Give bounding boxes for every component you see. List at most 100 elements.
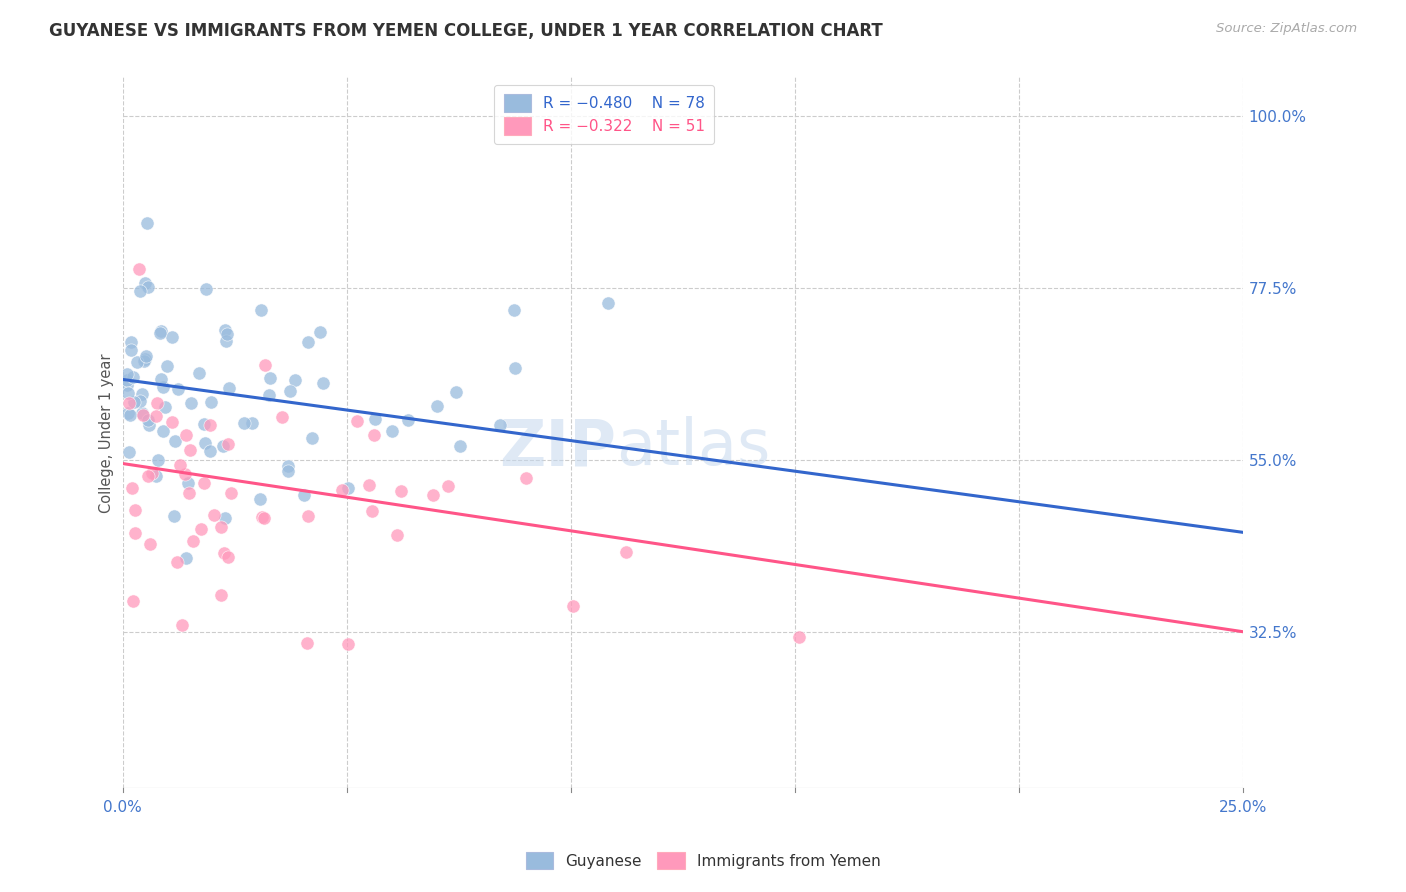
Point xyxy=(489,417,512,432)
Point xyxy=(166,382,188,396)
Point xyxy=(253,358,276,372)
Point xyxy=(270,410,292,425)
Point xyxy=(195,282,218,296)
Point xyxy=(121,481,143,495)
Point xyxy=(188,366,211,380)
Point xyxy=(436,479,458,493)
Point xyxy=(117,406,139,420)
Point xyxy=(136,280,159,294)
Point xyxy=(193,417,215,432)
Point xyxy=(138,417,160,432)
Point xyxy=(284,373,307,387)
Point xyxy=(190,522,212,536)
Point xyxy=(149,326,172,340)
Legend: Guyanese, Immigrants from Yemen: Guyanese, Immigrants from Yemen xyxy=(519,846,887,875)
Point xyxy=(160,330,183,344)
Point xyxy=(562,599,585,613)
Point xyxy=(278,384,301,398)
Point xyxy=(153,401,176,415)
Point xyxy=(120,408,142,422)
Point xyxy=(150,324,173,338)
Point xyxy=(219,485,242,500)
Point xyxy=(115,367,138,381)
Point xyxy=(131,406,153,420)
Point xyxy=(249,303,271,318)
Point xyxy=(614,545,637,559)
Point xyxy=(204,508,226,523)
Point xyxy=(134,276,156,290)
Point xyxy=(363,428,385,442)
Point xyxy=(503,360,526,375)
Text: GUYANESE VS IMMIGRANTS FROM YEMEN COLLEGE, UNDER 1 YEAR CORRELATION CHART: GUYANESE VS IMMIGRANTS FROM YEMEN COLLEG… xyxy=(49,22,883,40)
Point xyxy=(117,385,139,400)
Point xyxy=(138,537,160,551)
Point xyxy=(120,335,142,350)
Point xyxy=(385,528,408,542)
Point xyxy=(152,380,174,394)
Point xyxy=(249,491,271,506)
Point xyxy=(170,618,193,632)
Text: Source: ZipAtlas.com: Source: ZipAtlas.com xyxy=(1216,22,1357,36)
Text: ZIP: ZIP xyxy=(499,417,616,478)
Point xyxy=(128,284,150,298)
Point xyxy=(150,372,173,386)
Point xyxy=(240,416,263,430)
Point xyxy=(209,588,232,602)
Point xyxy=(361,503,384,517)
Point xyxy=(194,435,217,450)
Point xyxy=(215,334,238,348)
Point xyxy=(115,373,138,387)
Point xyxy=(152,424,174,438)
Point xyxy=(396,413,419,427)
Point xyxy=(146,453,169,467)
Point xyxy=(174,428,197,442)
Point xyxy=(217,436,239,450)
Point xyxy=(122,594,145,608)
Point xyxy=(183,533,205,548)
Point xyxy=(165,434,187,449)
Point xyxy=(136,468,159,483)
Point xyxy=(444,384,467,399)
Point xyxy=(163,508,186,523)
Point xyxy=(309,325,332,339)
Point xyxy=(789,630,811,644)
Point xyxy=(141,467,163,481)
Point xyxy=(218,381,240,395)
Point xyxy=(209,520,232,534)
Point xyxy=(297,334,319,349)
Point xyxy=(515,471,537,485)
Point xyxy=(174,551,197,566)
Point xyxy=(128,261,150,276)
Point xyxy=(277,459,299,474)
Point xyxy=(381,425,404,439)
Point xyxy=(252,510,274,524)
Point xyxy=(598,296,620,310)
Point xyxy=(346,414,368,428)
Point xyxy=(257,388,280,402)
Point xyxy=(134,351,156,366)
Point xyxy=(135,349,157,363)
Point xyxy=(122,395,145,409)
Point xyxy=(120,343,142,357)
Point xyxy=(193,475,215,490)
Point xyxy=(176,476,198,491)
Point xyxy=(180,396,202,410)
Point xyxy=(166,555,188,569)
Point xyxy=(233,417,256,431)
Point xyxy=(277,464,299,478)
Legend: R = −0.480    N = 78, R = −0.322    N = 51: R = −0.480 N = 78, R = −0.322 N = 51 xyxy=(495,85,714,144)
Point xyxy=(124,503,146,517)
Point xyxy=(336,637,359,651)
Point xyxy=(330,483,353,498)
Point xyxy=(214,511,236,525)
Point xyxy=(118,445,141,459)
Point xyxy=(131,387,153,401)
Point xyxy=(449,439,471,453)
Point xyxy=(212,439,235,453)
Point xyxy=(146,396,169,410)
Point xyxy=(389,483,412,498)
Point xyxy=(128,394,150,409)
Point xyxy=(136,216,159,230)
Point xyxy=(124,525,146,540)
Point xyxy=(259,371,281,385)
